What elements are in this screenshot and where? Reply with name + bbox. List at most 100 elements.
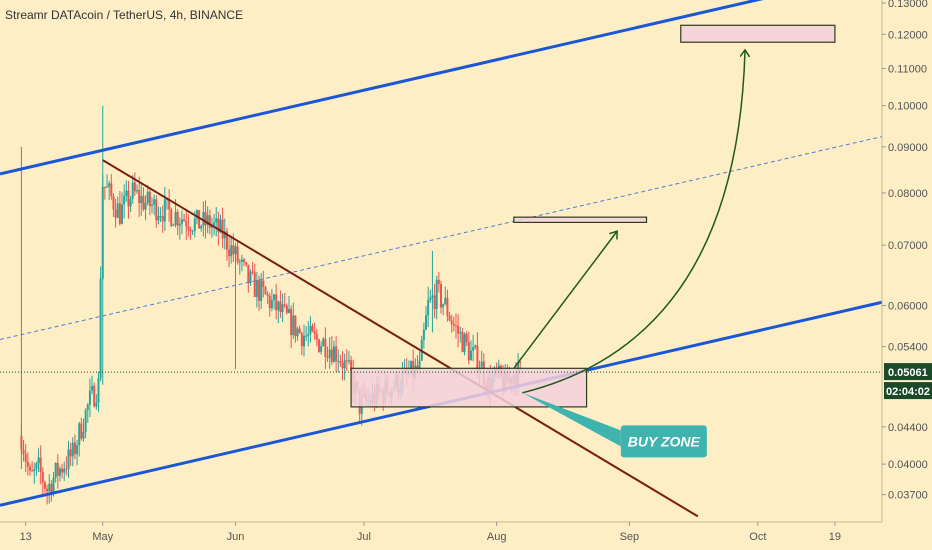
candle [433, 283, 436, 319]
candle-body [469, 350, 472, 361]
price-tick-label: 0.07000 [888, 240, 928, 252]
candle-body [452, 324, 455, 326]
candle [343, 353, 346, 381]
candle [245, 261, 248, 267]
candle [315, 328, 318, 347]
candle [123, 184, 126, 219]
current-price-tag-label: 0.05061 [888, 367, 928, 379]
candle [142, 187, 145, 212]
candle-body [429, 297, 432, 300]
price-axis[interactable]: 0.03700 0.04000 0.04400 0.05400 0.06000 0.070… [881, 0, 932, 550]
candle [43, 480, 46, 493]
candle-body [189, 229, 192, 232]
price-tick-label: 0.12000 [888, 29, 928, 41]
time-tick-label: Oct [749, 531, 766, 543]
candle [24, 444, 27, 473]
candle [82, 418, 85, 442]
candle [281, 293, 284, 323]
candle [161, 205, 164, 233]
price-axis-bg [882, 0, 932, 550]
candle [48, 474, 51, 504]
candle [283, 292, 286, 309]
candle [138, 176, 141, 217]
candle [330, 336, 333, 365]
candle [339, 354, 342, 367]
candle [129, 195, 132, 213]
candle [425, 305, 428, 331]
candle-body [292, 315, 295, 336]
candle [121, 192, 124, 225]
candle [148, 189, 151, 216]
time-tick-label: 19 [829, 531, 841, 543]
candle [118, 190, 121, 226]
candle [347, 350, 350, 365]
candle-body [288, 308, 291, 313]
candle [136, 184, 139, 194]
candle-body [71, 442, 74, 457]
candle-body [73, 442, 76, 455]
candle-body [277, 301, 280, 311]
candle-body [26, 461, 29, 467]
candle-body [48, 483, 51, 492]
candle [459, 326, 462, 343]
candle-body [454, 325, 457, 327]
candle [215, 206, 218, 237]
candle-body [350, 360, 353, 372]
candle-body [225, 231, 228, 250]
candle [292, 302, 295, 339]
candle [91, 375, 94, 395]
candle [270, 288, 273, 312]
candle-body [33, 469, 36, 471]
candle [465, 330, 468, 346]
candle [275, 283, 278, 320]
candle [251, 262, 254, 275]
candle [444, 286, 447, 306]
candle-body [283, 304, 286, 306]
candle [345, 349, 348, 371]
candle-body [249, 271, 252, 284]
channel-mid-line [0, 136, 883, 341]
candle [114, 198, 117, 228]
candle-body [300, 333, 303, 347]
candle [294, 315, 297, 343]
candle [337, 349, 340, 373]
candle [133, 172, 136, 196]
countdown-tag [884, 382, 932, 400]
candle-body [174, 211, 177, 225]
candle-body [91, 385, 94, 391]
candle-body [332, 346, 335, 363]
candle [33, 462, 36, 484]
candle [324, 327, 327, 370]
candle-body [153, 199, 156, 205]
candle-body [472, 347, 475, 351]
time-axis[interactable]: 13 May Jun Jul Aug Sep Oct 19 [0, 521, 882, 543]
candle [240, 254, 243, 272]
candle [67, 440, 70, 478]
candle-body [43, 482, 46, 489]
current-price-tag [884, 363, 932, 381]
candle [437, 272, 440, 293]
candle-body [136, 190, 139, 192]
candle [176, 209, 179, 236]
candle [442, 303, 445, 316]
candle-body [54, 462, 57, 478]
candle [277, 300, 280, 324]
candle-body [76, 445, 79, 455]
candle [26, 452, 29, 476]
candle-body [347, 360, 350, 362]
candle-body [335, 346, 338, 362]
candle-body [150, 204, 153, 206]
candle-body [61, 468, 64, 473]
candle-body [114, 209, 117, 218]
buy-zone-box [350, 367, 588, 408]
candle-body [255, 280, 258, 298]
candle-body [58, 468, 61, 476]
candle-body [320, 345, 323, 352]
price-tick-label: 0.08000 [888, 188, 928, 200]
candle [266, 291, 269, 304]
candle [106, 174, 109, 188]
candle [457, 314, 460, 348]
candle-body [260, 280, 263, 301]
candle-body [206, 215, 209, 226]
